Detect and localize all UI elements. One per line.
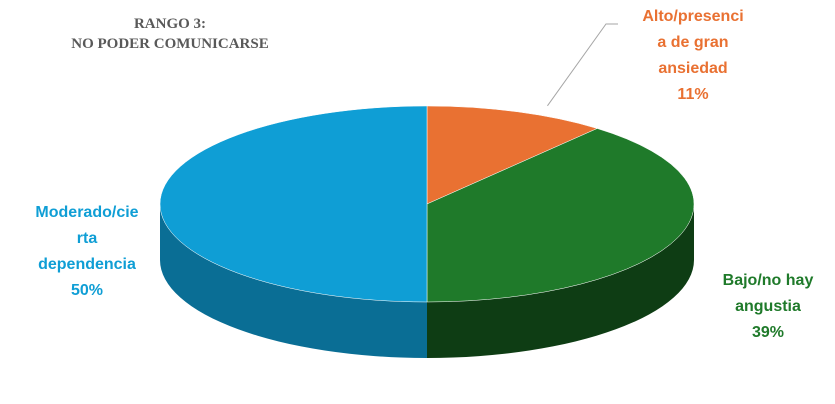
slice-value-alto: 11% [677, 86, 709, 103]
pie-side-bajo [427, 204, 694, 358]
slice-label-bajo: Bajo/no hay angustia 39% [693, 268, 835, 346]
slice-label-alto-line-2: a de gran [657, 34, 729, 51]
slice-label-bajo-line-1: Bajo/no hay [722, 272, 814, 289]
slice-label-moderado-line-2: rta [76, 230, 98, 247]
slice-label-alto: Alto/presenci a de gran ansiedad 11% [608, 4, 778, 108]
chart-title-line-2: NO PODER COMUNICARSE [71, 36, 269, 52]
slice-label-moderado-line-1: Moderado/cie [35, 204, 139, 221]
pie-side-moderado [160, 204, 427, 358]
slice-value-bajo: 39% [751, 324, 785, 341]
pie-slice-moderado [159, 105, 428, 303]
slice-label-moderado: Moderado/cie rta dependencia 50% [2, 200, 172, 304]
slice-label-alto-line-3: ansiedad [658, 60, 728, 77]
leader-line-alto [547, 23, 618, 107]
chart-title: RANGO 3: NO PODER COMUNICARSE [20, 14, 320, 54]
chart-title-line-1: RANGO 3: [133, 16, 207, 32]
slice-label-moderado-line-3: dependencia [38, 256, 136, 273]
slice-value-moderado: 50% [70, 282, 104, 299]
slice-label-bajo-line-2: angustia [735, 298, 801, 315]
pie-slice-bajo [426, 128, 695, 303]
pie-slice-alto [426, 105, 598, 205]
slice-label-alto-line-1: Alto/presenci [642, 8, 744, 25]
